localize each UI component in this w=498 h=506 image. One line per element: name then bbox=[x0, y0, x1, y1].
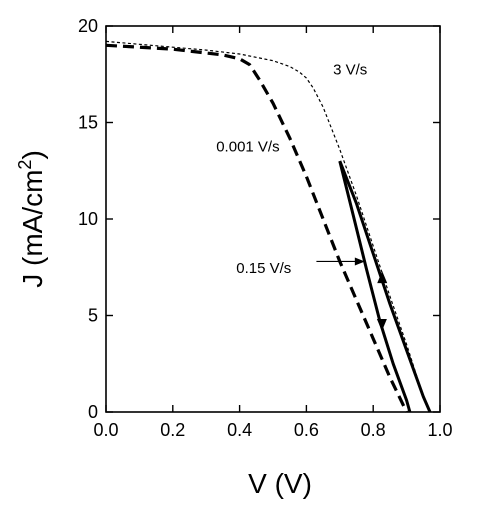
series-line-3 bbox=[338, 160, 432, 413]
annotation-label-2: 0.15 V/s bbox=[236, 260, 291, 277]
x-tick-label-3: 0.6 bbox=[294, 420, 319, 440]
x-tick-label-2: 0.4 bbox=[227, 420, 252, 440]
annotation-label-0: 3 V/s bbox=[333, 61, 367, 78]
y-tick-label-4: 20 bbox=[78, 16, 98, 36]
y-tick-label-1: 5 bbox=[88, 306, 98, 326]
pointer-arrow-head bbox=[354, 257, 365, 266]
axis-layer: 0.0 0.2 0.4 0.6 0.8 1.0 0 5 10 15 20 bbox=[78, 16, 453, 440]
series-line-0 bbox=[105, 40, 431, 413]
series-line-2 bbox=[338, 160, 412, 413]
y-axis-title-base: J (mA/cm bbox=[17, 170, 48, 288]
y-tick-label-3: 15 bbox=[78, 113, 98, 133]
y-tick-label-0: 0 bbox=[88, 402, 98, 422]
direction-arrow-1 bbox=[377, 271, 388, 284]
y-tick-label-2: 10 bbox=[78, 209, 98, 229]
x-tick-label-1: 0.2 bbox=[160, 420, 185, 440]
y-axis-title: J (mA/cm2) bbox=[15, 150, 48, 288]
series-line-1 bbox=[105, 43, 409, 413]
y-axis-title-superscript: 2 bbox=[15, 160, 35, 170]
x-axis-title: V (V) bbox=[248, 468, 312, 499]
direction-arrow-0 bbox=[376, 318, 387, 331]
plot-layer: 3 V/s 0.001 V/s 0.15 V/s bbox=[105, 40, 432, 413]
x-tick-label-0: 0.0 bbox=[93, 420, 118, 440]
y-axis-title-close: ) bbox=[17, 150, 48, 159]
x-tick-label-4: 0.8 bbox=[361, 420, 386, 440]
annotation-label-1: 0.001 V/s bbox=[216, 138, 279, 155]
x-tick-label-5: 1.0 bbox=[427, 420, 452, 440]
